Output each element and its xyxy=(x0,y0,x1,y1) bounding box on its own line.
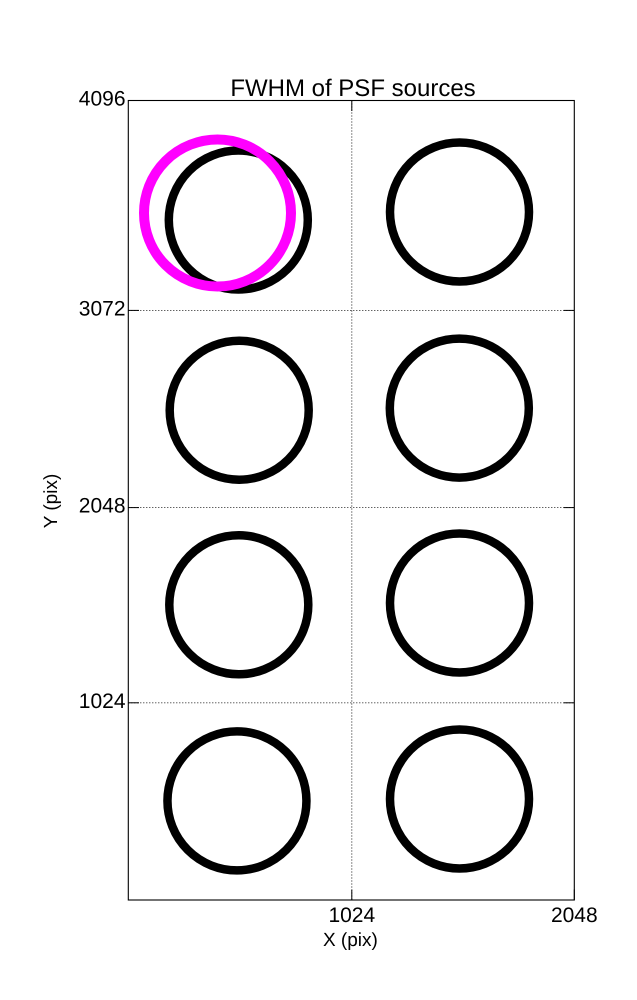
svg-text:1024: 1024 xyxy=(79,690,126,713)
svg-text:Y (pix): Y (pix) xyxy=(41,474,62,529)
svg-text:1024: 1024 xyxy=(328,904,375,927)
svg-text:X (pix): X (pix) xyxy=(323,930,378,951)
svg-text:2048: 2048 xyxy=(551,904,598,927)
svg-text:4096: 4096 xyxy=(79,88,126,111)
svg-text:2048: 2048 xyxy=(79,495,126,518)
svg-text:FWHM of PSF sources: FWHM of PSF sources xyxy=(230,75,475,102)
svg-text:3072: 3072 xyxy=(79,297,126,320)
